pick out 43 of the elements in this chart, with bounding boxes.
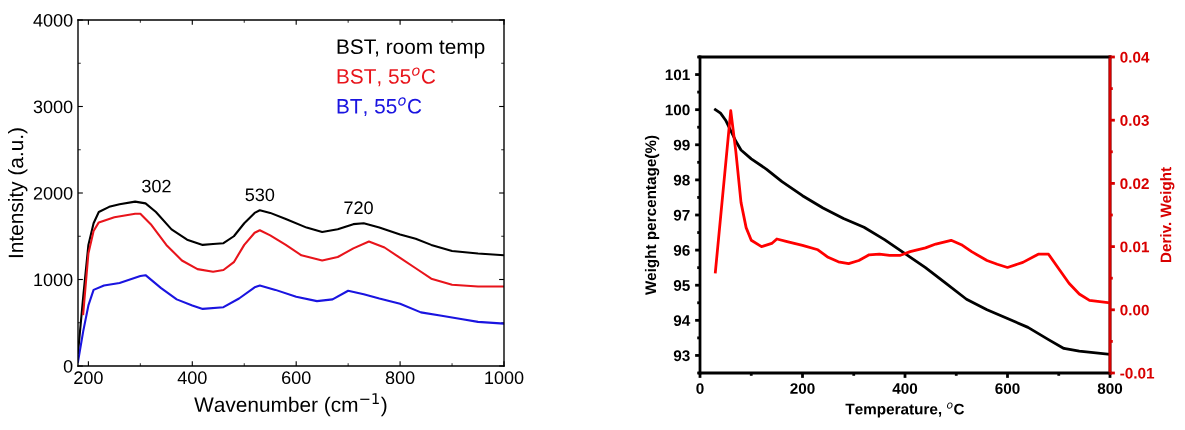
annotation: 530	[245, 188, 275, 202]
x-tick-label: 200	[74, 371, 103, 385]
y-tick-label: 99	[673, 139, 690, 151]
y-tick-label: 93	[673, 350, 690, 362]
x-tick-label: 800	[1097, 383, 1123, 394]
annotation: 302	[142, 179, 171, 193]
y-tick-label: 100	[665, 104, 690, 116]
x-tick-label: 1000	[485, 371, 524, 385]
legend-label: BST, room temp	[337, 39, 485, 59]
x-axis-title: Temperature, $^{o}$C	[845, 402, 965, 418]
x-tick-label: 800	[385, 371, 415, 385]
y2-axis-title: Deriv. Weight	[1160, 167, 1175, 263]
x-tick-label: 600	[282, 371, 311, 385]
y2-tick-label: 0.04	[1120, 51, 1150, 63]
x-tick-label: 0	[696, 383, 704, 394]
y-tick-label: 1000	[34, 273, 73, 287]
annotation: 720	[344, 201, 373, 215]
text: BT, 55$^{o}$C	[337, 97, 422, 117]
y-tick-label: 95	[673, 280, 690, 291]
y-tick-label: 2000	[33, 186, 73, 200]
x-tick-label: 600	[995, 383, 1020, 394]
x-tick-label: 400	[892, 383, 918, 394]
y2-tick-label: -0.01	[1120, 367, 1155, 379]
y-tick-label: 101	[665, 69, 690, 81]
x-tick-label: 400	[177, 371, 207, 385]
y-tick-label: 4000	[33, 13, 73, 27]
y2-tick-label: 0.03	[1120, 115, 1149, 126]
y2-tick-label: 0.01	[1120, 241, 1150, 253]
y2-tick-label: 0.02	[1120, 178, 1149, 190]
y-tick-label: 97	[673, 209, 690, 221]
x-axis-title: Wavenumber (cm$^{−1}$)	[194, 393, 387, 417]
line-series	[713, 109, 1110, 305]
y2-tick-label: 0.00	[1120, 304, 1149, 316]
y-tick-label: 3000	[33, 100, 73, 114]
y-tick-label: 98	[673, 174, 690, 186]
x-tick-label: 200	[790, 383, 815, 394]
y-tick-label: 96	[673, 244, 690, 256]
line-series	[713, 108, 1110, 356]
y-axis-title: Intensity (a.u.)	[8, 128, 28, 258]
y-axis-title: Weight percentage(%)	[644, 135, 660, 296]
text: BST, 55$^{o}$C	[337, 67, 436, 87]
y-tick-label: 0	[63, 359, 73, 373]
y-tick-label: 94	[673, 315, 691, 327]
